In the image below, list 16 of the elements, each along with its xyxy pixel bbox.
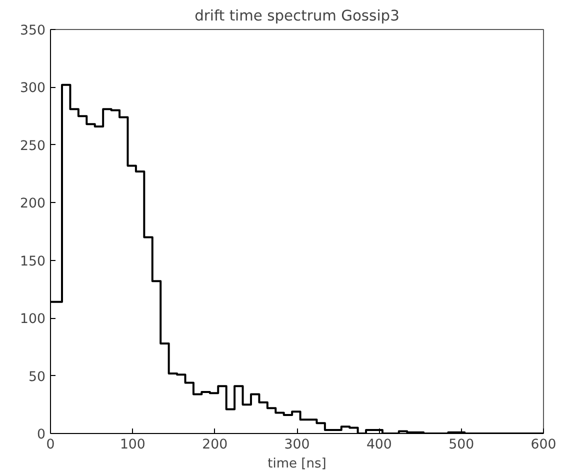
y-tick-label: 50 [28, 370, 46, 385]
y-tick-label: 200 [20, 196, 46, 212]
y-tick-label: 300 [20, 81, 46, 96]
x-tick-label: 400 [366, 438, 392, 452]
x-tick-label: 200 [202, 438, 228, 452]
y-tick-label: 350 [20, 24, 46, 38]
y-tick-label: 100 [20, 312, 46, 328]
x-tick-label: 100 [120, 438, 146, 452]
x-tick-label: 600 [530, 438, 556, 452]
y-tick-label: 250 [20, 138, 46, 154]
x-tick-label: 300 [284, 438, 310, 452]
y-tick-label: 150 [20, 254, 46, 270]
x-tick-label: 500 [448, 438, 474, 452]
y-tick-label: 0 [37, 428, 46, 442]
x-axis-title: time [ns] [268, 456, 326, 472]
chart-title: drift time spectrum Gossip3 [194, 8, 400, 24]
